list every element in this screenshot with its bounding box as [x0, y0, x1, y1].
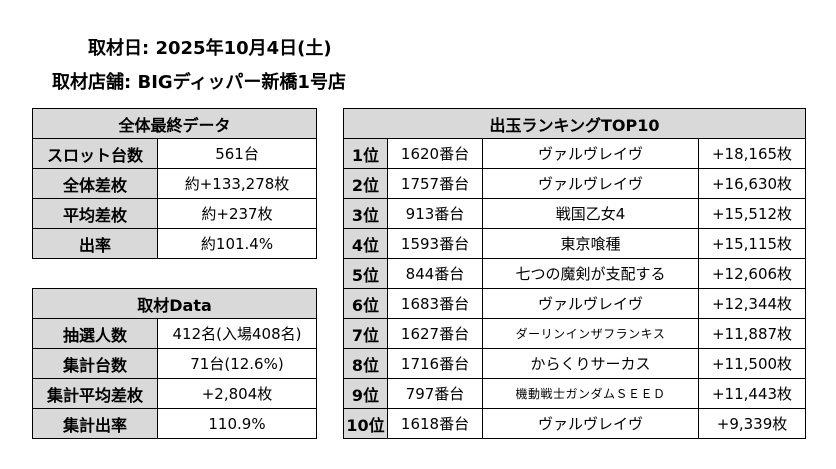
table-row: 9位 797番台 機動戦士ガンダムＳＥＥＤ +11,443枚	[343, 378, 807, 409]
rank-cell: 7位	[343, 318, 388, 349]
summary-value: 561台	[156, 138, 318, 169]
coverage-store-value: BIGディッパー新橋1号店	[137, 72, 346, 93]
diff-cell: +11,887枚	[697, 318, 807, 349]
machine-number-cell: 1683番台	[387, 288, 483, 319]
machine-number-cell: 797番台	[387, 378, 483, 409]
table-row: 抽選人数 412名(入場408名)	[32, 318, 317, 349]
survey-value: 412名(入場408名)	[157, 318, 317, 349]
summary-value: 約101.4%	[156, 228, 318, 259]
ranking-title: 出玉ランキングTOP10	[342, 108, 807, 139]
machine-number-cell: 844番台	[387, 258, 483, 289]
diff-cell: +15,512枚	[697, 198, 807, 229]
machine-number-cell: 1593番台	[387, 228, 483, 259]
ranking-table: 出玉ランキングTOP10 1位 1620番台 ヴァルヴレイヴ +18,165枚 …	[342, 108, 807, 439]
model-cell: ヴァルヴレイヴ	[482, 408, 699, 439]
diff-cell: +9,339枚	[697, 408, 807, 439]
survey-title: 取材Data	[32, 288, 317, 319]
table-row: 7位 1627番台 ダーリンインザフランキス +11,887枚	[343, 318, 807, 349]
table-row: 集計平均差枚 +2,804枚	[32, 378, 317, 409]
coverage-store: 取材店舗: BIGディッパー新橋1号店	[52, 68, 346, 94]
table-row: 全体差枚 約+133,278枚	[32, 168, 318, 199]
table-row: 10位 1618番台 ヴァルヴレイヴ +9,339枚	[343, 408, 807, 439]
model-cell: 七つの魔剣が支配する	[482, 258, 699, 289]
summary-value: 約+237枚	[156, 198, 318, 229]
model-cell: ダーリンインザフランキス	[482, 318, 699, 349]
rank-cell: 9位	[343, 378, 388, 409]
survey-value: 71台(12.6%)	[157, 348, 317, 379]
diff-cell: +12,344枚	[697, 288, 807, 319]
table-row: 5位 844番台 七つの魔剣が支配する +12,606枚	[343, 258, 807, 289]
summary-label: スロット台数	[32, 138, 158, 169]
survey-label: 集計台数	[32, 348, 158, 379]
survey-value: +2,804枚	[157, 378, 317, 409]
table-row: 3位 913番台 戦国乙女4 +15,512枚	[343, 198, 807, 229]
diff-cell: +12,606枚	[697, 258, 807, 289]
rank-cell: 6位	[343, 288, 388, 319]
diff-cell: +11,500枚	[697, 348, 807, 379]
survey-label: 集計出率	[32, 408, 158, 439]
summary-label: 全体差枚	[32, 168, 158, 199]
machine-number-cell: 1716番台	[387, 348, 483, 379]
rank-cell: 1位	[343, 138, 388, 169]
summary-label: 平均差枚	[32, 198, 158, 229]
model-cell: ヴァルヴレイヴ	[482, 168, 699, 199]
survey-value: 110.9%	[157, 408, 317, 439]
machine-number-cell: 913番台	[387, 198, 483, 229]
summary-label: 出率	[32, 228, 158, 259]
rank-cell: 8位	[343, 348, 388, 379]
coverage-date: 取材日: 2025年10月4日(土)	[88, 34, 332, 60]
model-cell: 東京喰種	[482, 228, 699, 259]
table-row: 4位 1593番台 東京喰種 +15,115枚	[343, 228, 807, 259]
model-cell: 機動戦士ガンダムＳＥＥＤ	[482, 378, 699, 409]
summary-value: 約+133,278枚	[156, 168, 318, 199]
model-cell: からくりサーカス	[482, 348, 699, 379]
model-cell: ヴァルヴレイヴ	[482, 288, 699, 319]
machine-number-cell: 1627番台	[387, 318, 483, 349]
coverage-date-value: 2025年10月4日(土)	[155, 38, 332, 59]
survey-label: 集計平均差枚	[32, 378, 158, 409]
table-row: 8位 1716番台 からくりサーカス +11,500枚	[343, 348, 807, 379]
coverage-date-label: 取材日:	[88, 38, 150, 59]
rank-cell: 10位	[343, 408, 388, 439]
machine-number-cell: 1757番台	[387, 168, 483, 199]
table-row: 1位 1620番台 ヴァルヴレイヴ +18,165枚	[343, 138, 807, 169]
table-row: 平均差枚 約+237枚	[32, 198, 318, 229]
diff-cell: +16,630枚	[697, 168, 807, 199]
table-row: 集計出率 110.9%	[32, 408, 317, 439]
table-row: 出率 約101.4%	[32, 228, 318, 259]
rank-cell: 4位	[343, 228, 388, 259]
survey-label: 抽選人数	[32, 318, 158, 349]
summary-table: 全体最終データ スロット台数 561台 全体差枚 約+133,278枚 平均差枚…	[31, 108, 318, 259]
summary-title: 全体最終データ	[31, 108, 318, 139]
table-row: スロット台数 561台	[32, 138, 318, 169]
rank-cell: 5位	[343, 258, 388, 289]
diff-cell: +18,165枚	[697, 138, 807, 169]
model-cell: ヴァルヴレイヴ	[482, 138, 699, 169]
model-cell: 戦国乙女4	[482, 198, 699, 229]
machine-number-cell: 1620番台	[387, 138, 483, 169]
diff-cell: +11,443枚	[697, 378, 807, 409]
diff-cell: +15,115枚	[697, 228, 807, 259]
rank-cell: 2位	[343, 168, 388, 199]
coverage-store-label: 取材店舗:	[52, 72, 132, 93]
table-row: 2位 1757番台 ヴァルヴレイヴ +16,630枚	[343, 168, 807, 199]
survey-table: 取材Data 抽選人数 412名(入場408名) 集計台数 71台(12.6%)…	[32, 288, 317, 439]
table-row: 集計台数 71台(12.6%)	[32, 348, 317, 379]
table-row: 6位 1683番台 ヴァルヴレイヴ +12,344枚	[343, 288, 807, 319]
rank-cell: 3位	[343, 198, 388, 229]
machine-number-cell: 1618番台	[387, 408, 483, 439]
